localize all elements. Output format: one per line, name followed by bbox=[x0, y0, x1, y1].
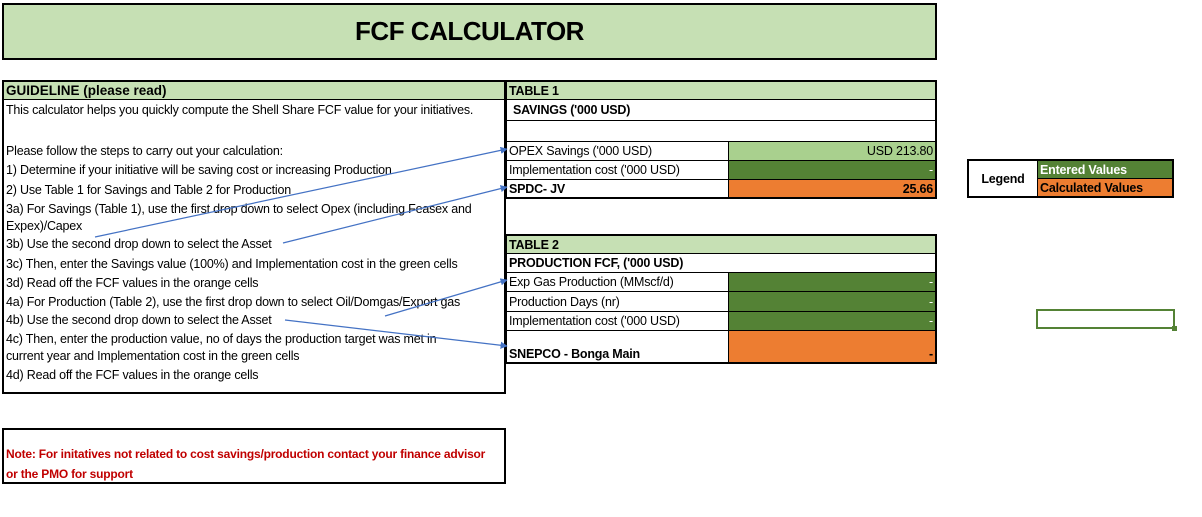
arrow-line bbox=[384, 278, 508, 317]
title-banner: FCF CALCULATOR bbox=[2, 3, 937, 60]
table1-title: TABLE 1 bbox=[509, 83, 559, 98]
table1-spacer-row bbox=[507, 121, 935, 142]
note-box: Note: For initatives not related to cost… bbox=[2, 428, 506, 484]
production-type-dropdown[interactable]: Exp Gas Production (MMscf/d) bbox=[509, 275, 674, 289]
table2-title-row: TABLE 2 bbox=[507, 236, 935, 254]
opex-savings-input[interactable]: USD 213.80 bbox=[728, 142, 935, 160]
table2-row-label: Production Days (nr) bbox=[509, 294, 620, 309]
note-line: or the PMO for support bbox=[6, 467, 133, 481]
selected-cell[interactable] bbox=[1036, 309, 1177, 331]
table1-row-label: Implementation cost ('000 USD) bbox=[509, 163, 680, 177]
guideline-line: Please follow the steps to carry out you… bbox=[6, 144, 283, 158]
table1: TABLE 1 SAVINGS ('000 USD) OPEX Savings … bbox=[505, 80, 937, 199]
legend: Legend Entered Values Calculated Values bbox=[967, 159, 1174, 198]
table1-row-label: OPEX Savings ('000 USD) bbox=[509, 144, 652, 158]
table1-row: SPDC- JV 25.66 bbox=[507, 180, 935, 197]
arrow-line bbox=[282, 185, 508, 244]
guideline-line: current year and Implementation cost in … bbox=[6, 349, 300, 363]
production-asset-dropdown[interactable]: SNEPCO - Bonga Main bbox=[509, 347, 640, 361]
production-value-input[interactable]: - bbox=[728, 273, 935, 291]
guideline-line: 3c) Then, enter the Savings value (100%)… bbox=[6, 257, 458, 271]
legend-calculated: Calculated Values bbox=[1038, 179, 1172, 196]
arrow-line bbox=[94, 146, 508, 238]
guideline-line: This calculator helps you quickly comput… bbox=[6, 103, 474, 117]
guideline-line: 2) Use Table 1 for Savings and Table 2 f… bbox=[6, 183, 291, 197]
table1-row: OPEX Savings ('000 USD) USD 213.80 bbox=[507, 142, 935, 161]
fcf-production-output: - bbox=[728, 331, 935, 362]
table1-subtitle: SAVINGS ('000 USD) bbox=[513, 103, 631, 117]
asset-dropdown[interactable]: SPDC- JV bbox=[509, 181, 566, 196]
production-implementation-cost-input[interactable]: - bbox=[728, 312, 935, 330]
table2-row: Exp Gas Production (MMscf/d) - bbox=[507, 273, 935, 292]
table2-row: Production Days (nr) - bbox=[507, 292, 935, 312]
table2-row: SNEPCO - Bonga Main - bbox=[507, 331, 935, 362]
table1-subtitle-row: SAVINGS ('000 USD) bbox=[507, 100, 935, 121]
table1-title-row: TABLE 1 bbox=[507, 82, 935, 100]
guideline-line: 4d) Read off the FCF values in the orang… bbox=[6, 368, 259, 382]
table2-row: Implementation cost ('000 USD) - bbox=[507, 312, 935, 331]
table2: TABLE 2 PRODUCTION FCF, ('000 USD) Exp G… bbox=[505, 234, 937, 364]
guideline-line: Expex)/Capex bbox=[6, 219, 83, 233]
note-line: Note: For initatives not related to cost… bbox=[6, 447, 486, 461]
guideline-box: GUIDELINE (please read) This calculator … bbox=[2, 80, 506, 394]
table1-row: Implementation cost ('000 USD) - bbox=[507, 161, 935, 180]
guideline-line: 4a) For Production (Table 2), use the fi… bbox=[6, 295, 461, 309]
table2-subtitle-row: PRODUCTION FCF, ('000 USD) bbox=[507, 254, 935, 273]
guideline-line: 4b) Use the second drop down to select t… bbox=[6, 313, 272, 327]
implementation-cost-input[interactable]: - bbox=[728, 161, 935, 179]
legend-label: Legend bbox=[969, 161, 1038, 196]
legend-entered: Entered Values bbox=[1038, 161, 1172, 179]
page-title: FCF CALCULATOR bbox=[355, 16, 584, 46]
guideline-header: GUIDELINE (please read) bbox=[4, 82, 504, 100]
guideline-line: 3b) Use the second drop down to select t… bbox=[6, 237, 272, 251]
arrow-line bbox=[284, 319, 508, 349]
table2-subtitle: PRODUCTION FCF, ('000 USD) bbox=[509, 256, 684, 270]
production-days-input[interactable]: - bbox=[728, 292, 935, 311]
table2-title: TABLE 2 bbox=[509, 237, 559, 252]
guideline-line: 1) Determine if your initiative will be … bbox=[6, 163, 392, 177]
guideline-line: 4c) Then, enter the production value, no… bbox=[6, 332, 437, 346]
guideline-line: 3a) For Savings (Table 1), use the first… bbox=[6, 202, 472, 216]
guideline-line: 3d) Read off the FCF values in the orang… bbox=[6, 276, 259, 290]
fcf-savings-output: 25.66 bbox=[728, 180, 935, 197]
table2-row-label: Implementation cost ('000 USD) bbox=[509, 314, 680, 328]
